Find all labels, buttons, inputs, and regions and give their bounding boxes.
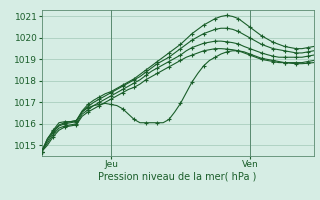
- X-axis label: Pression niveau de la mer( hPa ): Pression niveau de la mer( hPa ): [99, 172, 257, 182]
